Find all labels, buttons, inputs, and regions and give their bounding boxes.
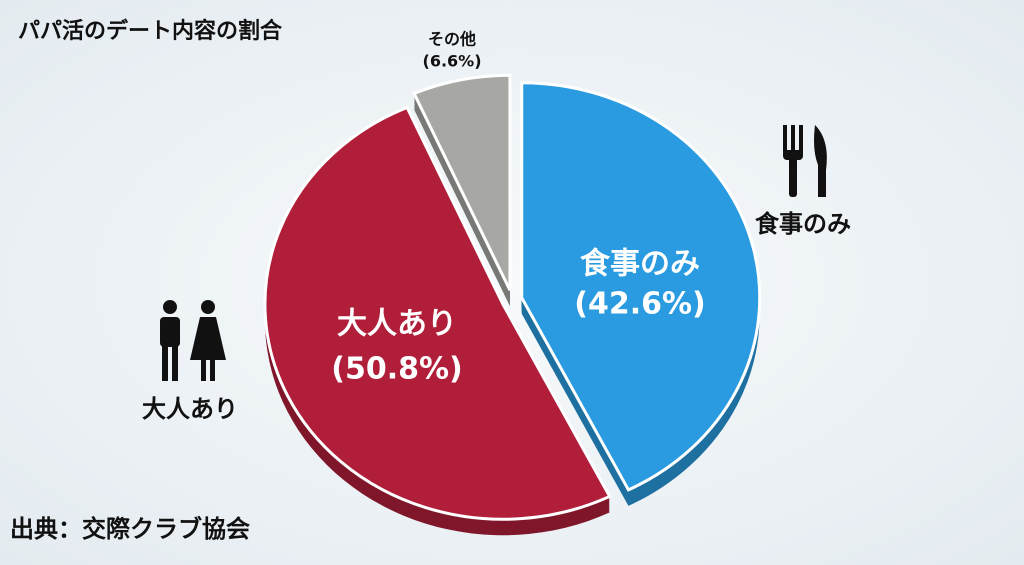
slice-label: 食事のみ <box>580 247 700 282</box>
outside-label: 大人あり <box>142 395 238 423</box>
outside-label: 食事のみ <box>755 210 851 238</box>
slice <box>520 81 762 492</box>
slice-label: 大人あり <box>337 307 457 342</box>
pie <box>263 73 762 536</box>
slice-label: その他 <box>428 30 476 49</box>
source: 出典：交際クラブ協会 <box>10 515 250 543</box>
couple-icon <box>160 300 226 381</box>
slice <box>263 105 612 521</box>
chart-title: パパ活のデート内容の割合 <box>18 18 283 44</box>
value-label: (42.6%) <box>574 287 706 322</box>
slice <box>411 73 512 291</box>
value-label: (6.6%) <box>423 52 482 71</box>
value-label: (50.8%) <box>331 352 463 387</box>
fork-knife-icon <box>783 125 827 197</box>
